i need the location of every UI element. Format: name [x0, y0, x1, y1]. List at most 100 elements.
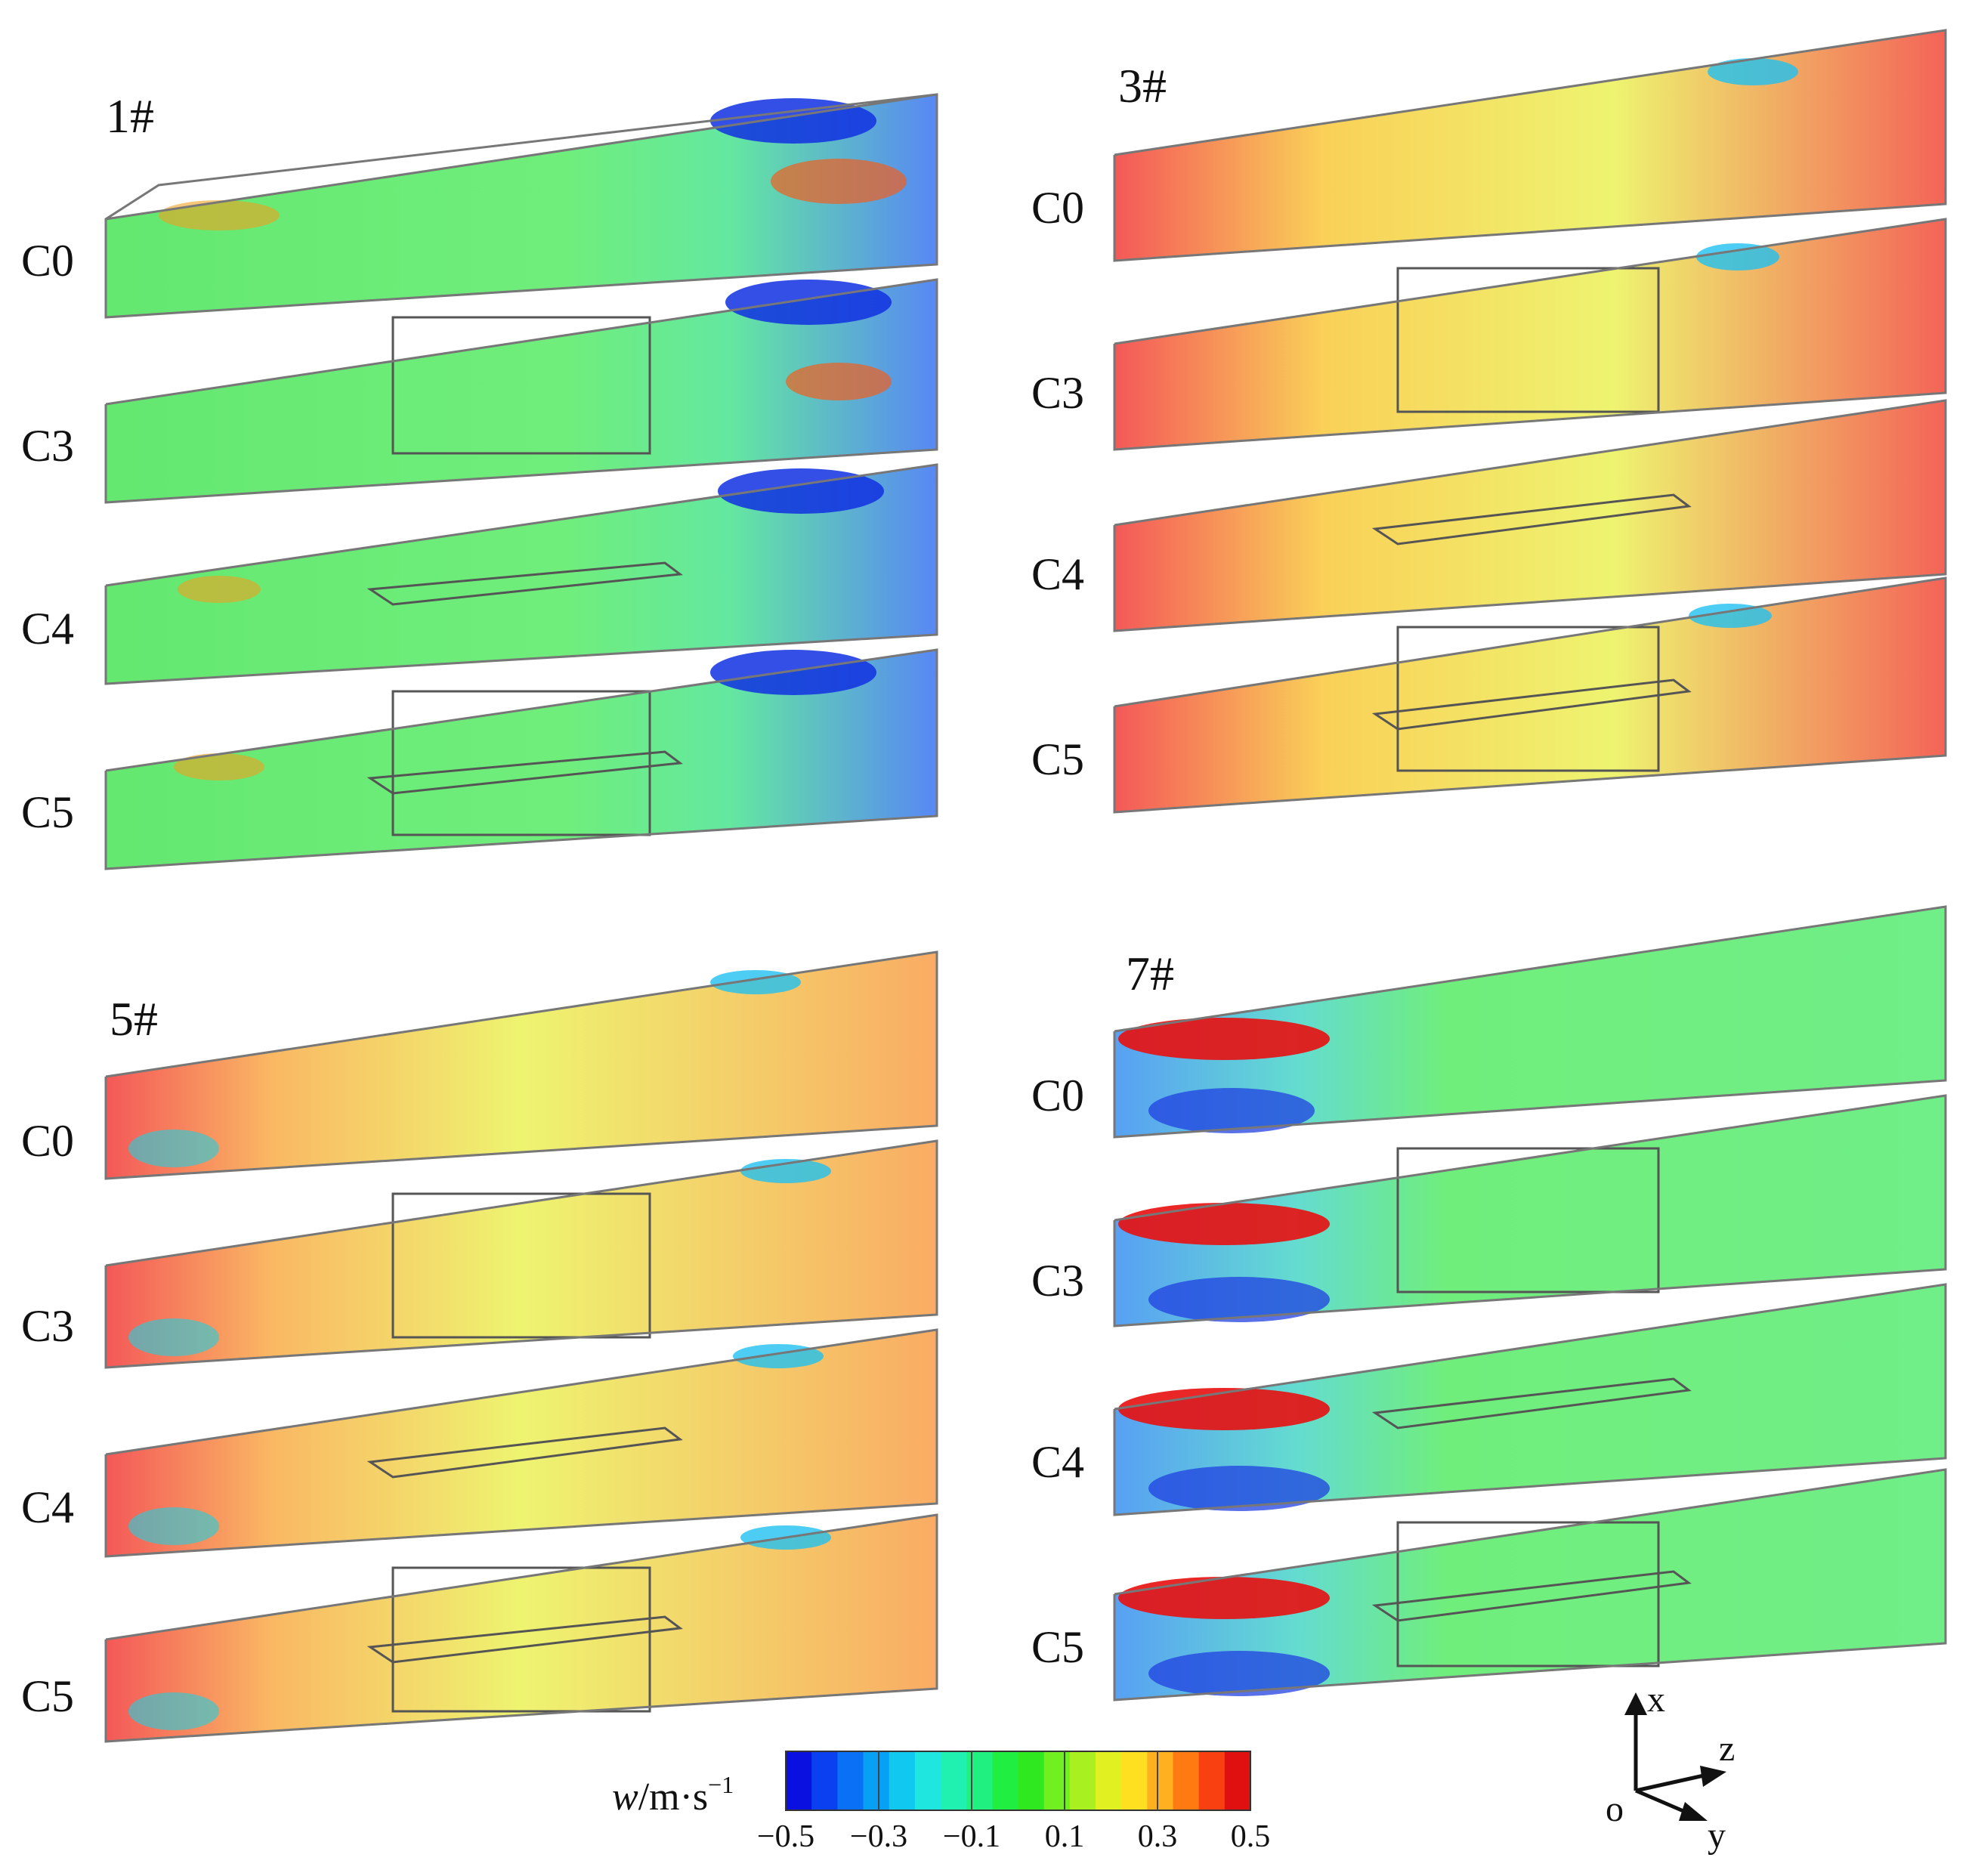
vortex-core [178, 576, 261, 603]
colorbar: w/m·s−1 −0.5 −0.3 −0.1 0.1 0.3 0.5 [612, 1751, 1270, 1854]
case-row-c0: C0 [1031, 29, 1947, 262]
domain-box [104, 1513, 938, 1743]
panel-3: 3# C0 C3 C4 C5 [1031, 29, 1947, 814]
case-label: C3 [1031, 368, 1084, 418]
vortex-core [1696, 243, 1779, 270]
vortex-core [1708, 58, 1798, 85]
case-label: C4 [21, 604, 74, 654]
colorbar-swatch [1173, 1751, 1200, 1810]
vortex-core [1148, 1277, 1330, 1322]
case-row-c3: C3 [1031, 1094, 1947, 1327]
streamline-field [1114, 219, 1946, 450]
domain-box [1113, 1094, 1947, 1327]
case-row-c3: C3 [21, 1139, 938, 1369]
case-row-c4: C4 [21, 463, 938, 685]
domain-box [104, 463, 938, 685]
y-axis-arrow [1635, 1788, 1689, 1816]
case-row-c5: C5 [21, 1513, 938, 1743]
case-label: C3 [21, 421, 74, 471]
colorbar-swatch [992, 1751, 1018, 1810]
domain-box [104, 1328, 938, 1558]
vortex-core [740, 1159, 831, 1183]
case-row-c5: C5 [1031, 1468, 1947, 1701]
vortex-core [128, 1692, 219, 1730]
colorbar-swatch [1018, 1751, 1045, 1810]
case-row-c3: C3 [21, 278, 938, 504]
case-label: C0 [21, 236, 74, 286]
case-label: C3 [21, 1301, 74, 1351]
colorbar-swatch [889, 1751, 916, 1810]
vortex-core [128, 1130, 219, 1167]
colorbar-swatch [811, 1751, 838, 1810]
case-label: C5 [1031, 1622, 1084, 1672]
obstacle-plate [366, 1615, 683, 1664]
obstacle-plate [366, 750, 683, 795]
origin-label: o [1606, 1789, 1624, 1829]
case-row-c0: C0 [1031, 905, 1947, 1139]
colorbar-swatch [863, 1751, 890, 1810]
case-label: C4 [1031, 1437, 1084, 1487]
arrowhead [1700, 1766, 1726, 1787]
domain-box [1113, 1283, 1947, 1516]
obstacle-box [391, 1566, 651, 1713]
panel-label: 7# [1126, 947, 1174, 1000]
colorbar-swatch [941, 1751, 967, 1810]
streamline-field [106, 94, 937, 317]
case-label: C0 [21, 1116, 74, 1166]
streamline-field [106, 952, 937, 1179]
z-axis-arrow [1635, 1773, 1705, 1793]
arrowhead [1624, 1692, 1647, 1715]
colorbar-tick-label: −0.5 [757, 1819, 814, 1854]
vortex-core [718, 468, 884, 514]
streamline-field [1114, 400, 1946, 631]
domain-box [1113, 399, 1947, 632]
domain-box [104, 1139, 938, 1369]
obstacle-box [1396, 626, 1660, 772]
vortex-core [128, 1318, 219, 1356]
domain-box [1113, 218, 1947, 451]
domain-box [1113, 29, 1947, 262]
domain-box [104, 93, 938, 319]
obstacle-plate [366, 561, 683, 606]
obstacle-box [1396, 1147, 1660, 1293]
domain-box [1113, 576, 1947, 814]
obstacle-plate [1371, 1377, 1692, 1429]
vortex-core [1118, 1018, 1330, 1060]
case-label: C0 [1031, 1071, 1084, 1120]
colorbar-swatch [966, 1751, 993, 1810]
streamline-field [106, 1515, 937, 1742]
obstacle-plate [1371, 678, 1692, 731]
vortex-core [1118, 1388, 1330, 1430]
vortex-core [1148, 1651, 1330, 1696]
case-row-c5: C5 [1031, 576, 1947, 814]
colorbar-swatch [1147, 1751, 1173, 1810]
obstacle-box [1396, 1521, 1660, 1667]
case-label: C4 [21, 1482, 74, 1532]
vortex-core [725, 280, 892, 325]
case-row-c5: C5 [21, 648, 938, 870]
vortex-core [159, 200, 280, 230]
domain-box [104, 278, 938, 504]
colorbar-swatch [837, 1751, 864, 1810]
colorbar-ticks: −0.5 −0.3 −0.1 0.1 0.3 0.5 [757, 1751, 1270, 1854]
case-row-c0: C0 [21, 950, 938, 1180]
colorbar-frame [785, 1751, 1251, 1811]
vortex-core [1148, 1088, 1315, 1133]
colorbar-swatch [1224, 1751, 1251, 1810]
case-label: C3 [1031, 1256, 1084, 1306]
domain-box [1113, 1468, 1947, 1701]
colorbar-swatch [1121, 1751, 1148, 1810]
vortex-core [786, 363, 892, 400]
colorbar-swatch [1043, 1751, 1071, 1810]
streamline-field [1114, 30, 1946, 261]
colorbar-title: w/m·s−1 [612, 1771, 734, 1819]
streamline-field [106, 1141, 937, 1368]
panel-5: 5# C0 C3 C4 C5 [21, 950, 938, 1743]
streamline-field [1114, 907, 1946, 1137]
x-axis-label: x [1647, 1680, 1665, 1720]
vortex-core [1118, 1203, 1330, 1245]
streamline-field [1114, 1470, 1946, 1700]
streamline-field [1114, 1096, 1946, 1326]
case-row-c4: C4 [1031, 399, 1947, 632]
streamline-field [106, 650, 937, 869]
